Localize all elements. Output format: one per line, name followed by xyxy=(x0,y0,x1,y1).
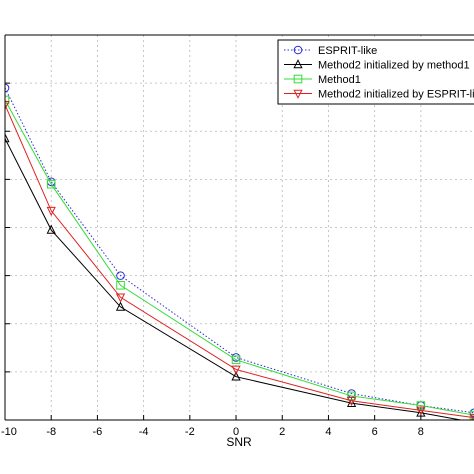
data-point-marker xyxy=(293,89,303,99)
series-3 xyxy=(5,95,474,420)
x-tick-label: -10 xyxy=(1,426,17,438)
x-tick-label: 2 xyxy=(279,426,285,438)
series-4 xyxy=(5,100,474,420)
x-tick-label: 4 xyxy=(325,426,331,438)
data-point-marker xyxy=(293,45,303,55)
data-point-marker xyxy=(5,83,10,93)
data-point-marker xyxy=(231,365,241,375)
legend-label: Method2 initialized by ESPRIT-like xyxy=(318,89,474,101)
data-point-marker xyxy=(46,179,56,189)
data-point-marker xyxy=(469,413,474,420)
data-point-marker xyxy=(116,280,125,290)
legend-label: Method1 xyxy=(318,74,361,86)
series-line xyxy=(5,104,474,419)
data-point-marker xyxy=(346,397,357,407)
x-tick-label: -8 xyxy=(46,426,56,438)
data-point-marker xyxy=(46,206,56,217)
series-layer xyxy=(5,83,474,420)
series-line xyxy=(5,138,464,420)
x-tick-labels: -10 -8 -6 -4 -2 0 2 4 6 8 xyxy=(1,426,424,438)
data-point-marker xyxy=(346,396,357,407)
x-tick-label: -6 xyxy=(93,426,103,438)
data-point-marker xyxy=(116,271,125,280)
legend-label: ESPRIT-like xyxy=(318,45,377,57)
legend-box xyxy=(277,39,474,105)
data-point-marker xyxy=(115,301,126,311)
series-line xyxy=(5,99,474,416)
data-point-marker xyxy=(347,391,356,401)
data-point-marker xyxy=(5,95,10,105)
data-point-marker xyxy=(293,59,303,69)
data-point-marker xyxy=(416,401,426,410)
legend-label: Method2 initialized by method1 xyxy=(318,60,470,72)
axes xyxy=(4,34,474,421)
data-point-marker xyxy=(416,406,426,416)
data-point-marker xyxy=(231,371,241,381)
x-tick-label: 0 xyxy=(233,426,239,438)
legend: ESPRIT-like Method2 initialized by method… xyxy=(277,39,474,105)
data-point-marker xyxy=(293,74,303,84)
x-tick-label: 6 xyxy=(372,426,378,438)
x-tick-label: -2 xyxy=(185,426,195,438)
data-point-marker xyxy=(46,224,56,234)
data-point-marker xyxy=(115,293,126,303)
data-point-marker xyxy=(231,355,241,365)
x-tick-label: -4 xyxy=(139,426,149,438)
x-tick-label: 8 xyxy=(418,426,424,438)
x-axis-label: SNR xyxy=(226,435,252,449)
